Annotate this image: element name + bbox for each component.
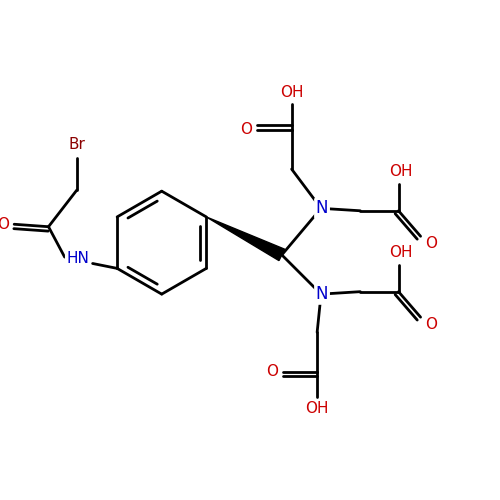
Text: O: O [426,236,438,251]
Text: O: O [426,317,438,332]
Text: O: O [0,217,10,232]
Text: HN: HN [66,251,90,266]
Polygon shape [206,217,284,260]
Text: OH: OH [306,402,329,416]
Text: O: O [266,364,278,379]
Text: Br: Br [68,137,86,152]
Text: O: O [240,122,252,138]
Text: N: N [316,285,328,303]
Text: N: N [316,200,328,218]
Text: OH: OH [389,164,412,179]
Text: OH: OH [280,85,303,100]
Text: OH: OH [389,245,412,260]
